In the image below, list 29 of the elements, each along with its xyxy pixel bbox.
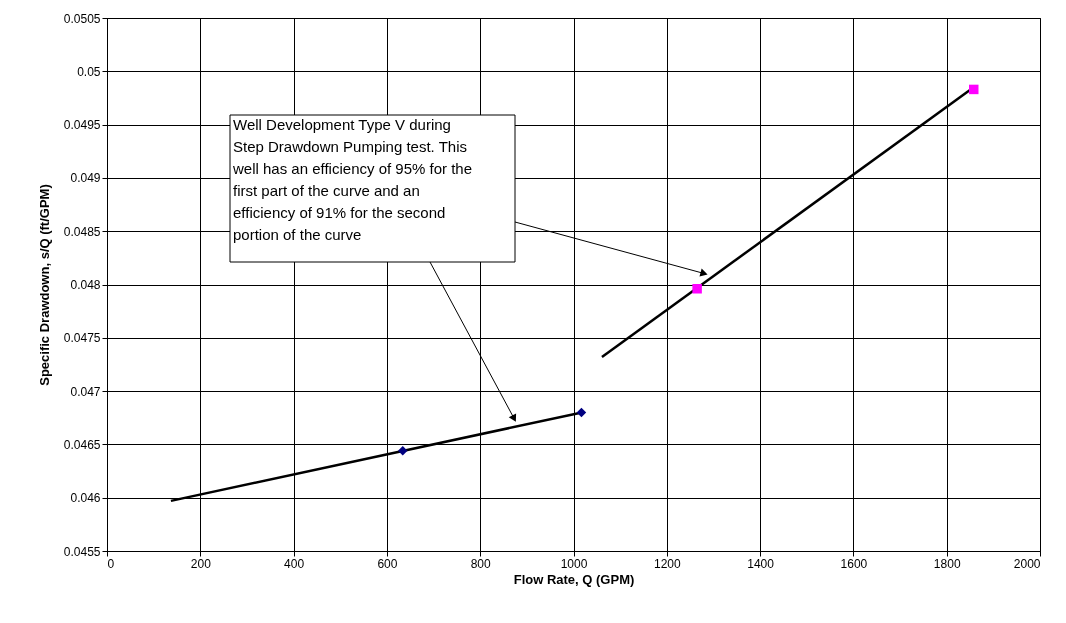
y-axis-title: Specific Drawdown, s/Q (ft/GPM) xyxy=(36,184,52,386)
x-tick-label: 1000 xyxy=(560,556,588,571)
y-tick-label: 0.0475 xyxy=(63,331,101,346)
y-tick-label: 0.0485 xyxy=(63,224,101,239)
x-tick-label: 200 xyxy=(190,556,212,571)
x-tick-label: 1800 xyxy=(933,556,961,571)
x-tick-label: 1600 xyxy=(840,556,868,571)
x-axis-title: Flow Rate, Q (GPM) xyxy=(513,571,635,587)
point xyxy=(576,407,587,418)
y-tick-label: 0.049 xyxy=(70,171,101,186)
point xyxy=(398,446,408,456)
y-tick-label: 0.0495 xyxy=(63,118,101,133)
y-tick-label: 0.046 xyxy=(70,491,101,506)
x-tick-label: 0 xyxy=(107,556,115,571)
point xyxy=(692,284,702,294)
x-tick-label: 400 xyxy=(284,556,305,571)
y-tick-label: 0.048 xyxy=(70,278,101,292)
x-tick-label: 800 xyxy=(470,556,492,571)
y-tick-label: 0.0505 xyxy=(63,11,101,26)
x-tick-label: 1400 xyxy=(747,556,775,571)
annotation: Well Development Type V during Step Drawdown Pumping test. This well has an efficiency of 95% for the first part of the curve and an efficiency of 91% for the second portion of the curve xyxy=(232,116,473,243)
y-tick-label: 0.0455 xyxy=(63,544,101,559)
y-tick-label: 0.0465 xyxy=(63,437,101,452)
y-tick-label: 0.05 xyxy=(77,64,101,79)
point xyxy=(969,84,979,95)
x-tick-label: 600 xyxy=(377,556,398,571)
y-tick-label: 0.047 xyxy=(70,384,101,399)
x-tick-label: 1200 xyxy=(653,556,681,571)
x-tick-label: 2000 xyxy=(1013,556,1041,571)
